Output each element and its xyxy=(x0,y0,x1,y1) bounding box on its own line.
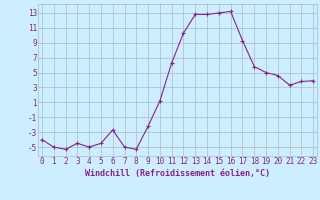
X-axis label: Windchill (Refroidissement éolien,°C): Windchill (Refroidissement éolien,°C) xyxy=(85,169,270,178)
